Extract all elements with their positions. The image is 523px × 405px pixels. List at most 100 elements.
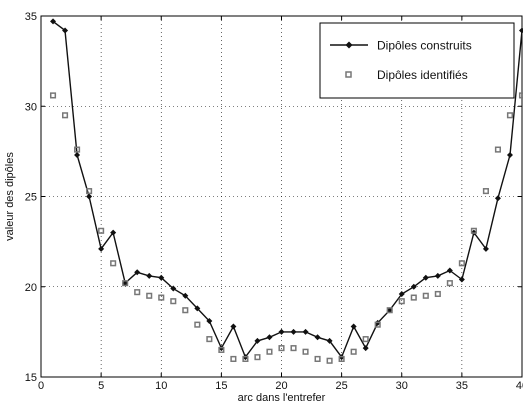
identified-point bbox=[350, 348, 357, 355]
x-tick-label: 5 bbox=[98, 380, 104, 392]
constructed-point bbox=[482, 245, 489, 252]
constructed-point bbox=[194, 305, 201, 312]
identified-point bbox=[326, 357, 333, 364]
identified-point bbox=[278, 345, 285, 352]
identified-point bbox=[374, 321, 381, 328]
identified-point bbox=[494, 146, 501, 153]
identified-point bbox=[254, 354, 261, 361]
legend-label-constructed: Dipôles construits bbox=[377, 39, 472, 53]
x-tick-label: 35 bbox=[456, 380, 468, 392]
y-axis-label: valeur des dipôles bbox=[4, 152, 16, 241]
constructed-point bbox=[62, 27, 69, 34]
identified-point bbox=[518, 92, 523, 99]
legend-label-identified: Dipôles identifiés bbox=[377, 68, 468, 82]
constructed-point bbox=[122, 280, 129, 287]
constructed-point bbox=[398, 290, 405, 297]
identified-point bbox=[158, 294, 165, 301]
constructed-point bbox=[158, 274, 165, 281]
constructed-point bbox=[206, 318, 213, 325]
constructed-point bbox=[254, 337, 261, 344]
ticks: 0 5 10 15 20 25 30 35 40 15 20 25 30 35 bbox=[25, 11, 523, 392]
constructed-point bbox=[230, 323, 237, 330]
x-tick-label: 10 bbox=[155, 380, 167, 392]
legend: Dipôles construits Dipôles identifiés bbox=[319, 22, 515, 99]
constructed-point bbox=[386, 307, 393, 314]
identified-point bbox=[98, 227, 105, 234]
constructed-point bbox=[170, 285, 177, 292]
grid bbox=[41, 16, 522, 377]
identified-point bbox=[49, 92, 57, 99]
identified-point bbox=[134, 289, 141, 296]
constructed-point bbox=[326, 337, 333, 344]
legend-marker-identified bbox=[345, 71, 352, 78]
identified-point bbox=[146, 292, 153, 299]
constructed-point bbox=[519, 27, 523, 34]
identified-point bbox=[74, 146, 81, 153]
constructed-point bbox=[266, 334, 273, 341]
identified-point bbox=[434, 290, 441, 298]
constructed-point bbox=[134, 269, 141, 276]
constructed-point bbox=[86, 193, 93, 200]
y-tick-label: 30 bbox=[25, 101, 37, 113]
identified-point bbox=[302, 348, 309, 355]
constructed-point bbox=[434, 272, 441, 279]
identified-point bbox=[410, 294, 417, 301]
legend-box bbox=[319, 22, 515, 99]
series-constructed-line bbox=[52, 20, 523, 359]
x-tick-label: 0 bbox=[38, 380, 44, 392]
x-tick-label: 20 bbox=[275, 380, 287, 392]
identified-point bbox=[458, 260, 465, 267]
constructed-point bbox=[278, 328, 285, 335]
constructed-point bbox=[314, 334, 321, 341]
identified-point bbox=[506, 112, 514, 119]
identified-point bbox=[170, 298, 177, 305]
y-tick-label: 25 bbox=[25, 192, 37, 204]
identified-point bbox=[290, 345, 297, 352]
identified-point bbox=[446, 280, 453, 287]
constructed-point bbox=[50, 18, 57, 25]
identified-point bbox=[86, 188, 93, 195]
constructed-point bbox=[74, 151, 81, 158]
x-tick-label: 40 bbox=[516, 380, 523, 392]
identified-point bbox=[422, 292, 429, 299]
constructed-point bbox=[290, 328, 297, 335]
y-tick-label: 15 bbox=[25, 372, 37, 384]
constructed-point bbox=[362, 345, 369, 352]
identified-point bbox=[242, 355, 249, 362]
identified-point bbox=[362, 336, 369, 343]
identified-point bbox=[398, 298, 405, 305]
identified-point bbox=[482, 188, 489, 195]
identified-point bbox=[314, 355, 321, 362]
x-tick-label: 15 bbox=[215, 380, 227, 392]
constructed-point bbox=[458, 276, 465, 283]
identified-point bbox=[206, 336, 213, 343]
constructed-point bbox=[98, 245, 105, 252]
identified-point bbox=[338, 355, 345, 362]
identified-point bbox=[230, 355, 237, 362]
constructed-point bbox=[446, 267, 453, 274]
constructed-point bbox=[494, 195, 501, 202]
constructed-point bbox=[182, 292, 189, 299]
identified-point bbox=[386, 307, 393, 314]
y-tick-label: 20 bbox=[25, 282, 37, 294]
series-layer bbox=[49, 18, 523, 364]
x-axis-label: arc dans l'entrefer bbox=[238, 392, 326, 404]
identified-point bbox=[218, 346, 225, 353]
x-tick-label: 30 bbox=[396, 380, 408, 392]
legend-marker-constructed bbox=[345, 41, 353, 49]
constructed-point bbox=[506, 151, 513, 158]
constructed-point bbox=[110, 229, 117, 236]
constructed-point bbox=[422, 274, 429, 281]
identified-point bbox=[194, 321, 201, 328]
identified-point bbox=[470, 227, 477, 234]
constructed-point bbox=[410, 283, 417, 290]
identified-point bbox=[266, 348, 273, 355]
constructed-point bbox=[350, 323, 357, 330]
y-tick-label: 35 bbox=[25, 11, 37, 23]
identified-point bbox=[122, 280, 129, 287]
constructed-point bbox=[146, 272, 153, 279]
identified-point bbox=[182, 307, 189, 314]
identified-point bbox=[62, 112, 69, 119]
constructed-point bbox=[302, 328, 309, 335]
